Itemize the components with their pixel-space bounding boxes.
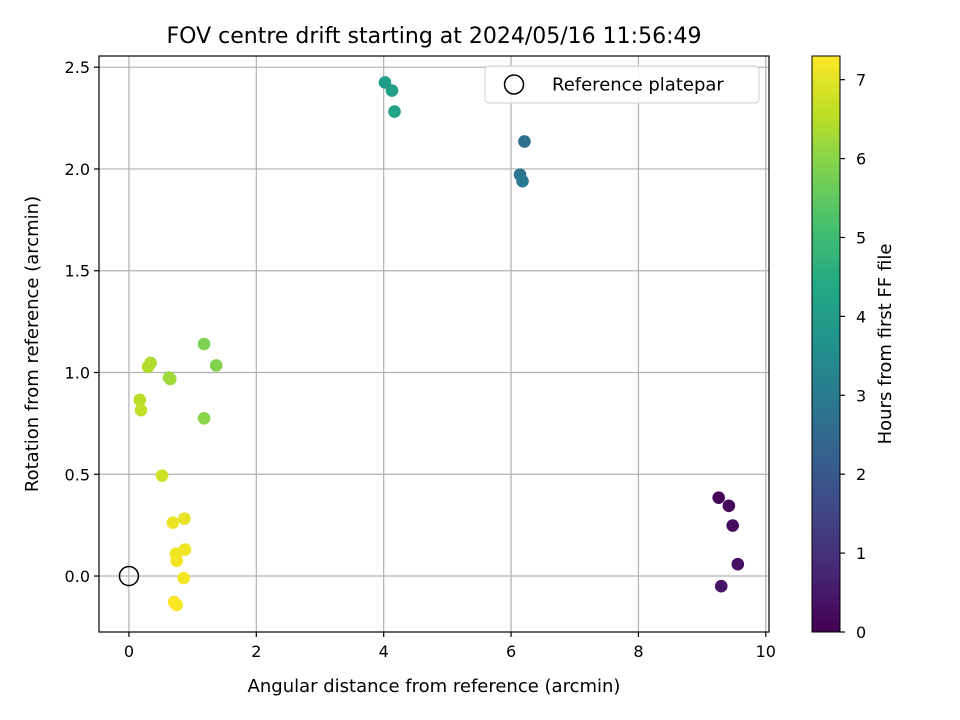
y-tick-label: 0.0: [65, 567, 90, 586]
x-tick-label: 0: [124, 642, 134, 661]
data-point: [731, 557, 745, 571]
legend: Reference platepar: [484, 65, 760, 104]
grid: [99, 56, 769, 632]
data-point: [170, 554, 183, 568]
data-point: [726, 519, 739, 532]
data-point: [197, 337, 211, 351]
colorbar-tick-label: 5: [856, 228, 866, 247]
x-axis-label: Angular distance from reference (arcmin): [248, 676, 621, 697]
data-point: [141, 360, 155, 374]
y-tick-label: 2.0: [65, 160, 90, 179]
y-tick-label: 0.5: [65, 465, 90, 484]
axis-ticks: 0 2 4 6 8 10 0.0 0.5 1.0 1.5 2.0 2.5: [65, 58, 776, 661]
legend-marker-icon: [503, 74, 525, 95]
data-point: [197, 411, 211, 425]
data-point: [712, 491, 725, 504]
data-point: [170, 598, 183, 612]
data-point: [133, 393, 147, 407]
y-tick-label: 2.5: [65, 58, 90, 77]
colorbar-tick-label: 2: [856, 465, 866, 484]
y-tick-label: 1.0: [65, 363, 90, 382]
data-point: [177, 571, 191, 585]
data-point: [209, 359, 223, 372]
x-tick-label: 6: [506, 642, 516, 661]
x-tick-label: 2: [251, 642, 261, 661]
x-tick-label: 8: [633, 642, 643, 661]
colorbar-ticks: 0 1 2 3 4 5 6 7: [840, 71, 866, 642]
colorbar: 0 1 2 3 4 5 6 7 Hours from first FF file: [811, 55, 896, 642]
data-point: [178, 512, 191, 525]
colorbar-tick-label: 0: [856, 623, 866, 642]
data-point: [722, 499, 736, 513]
colorbar-tick-label: 7: [856, 71, 866, 90]
data-points: [118, 76, 745, 612]
colorbar-tick-label: 1: [856, 544, 866, 563]
reference-platepar-marker: [118, 565, 140, 587]
x-tick-label: 10: [756, 642, 776, 661]
colorbar-tick-label: 4: [856, 307, 866, 326]
legend-box: [484, 65, 760, 104]
legend-label: Reference platepar: [552, 75, 724, 96]
chart-title: FOV centre drift starting at 2024/05/16 …: [167, 24, 702, 49]
data-point: [134, 403, 148, 417]
colorbar-tick-label: 3: [856, 386, 866, 405]
data-point: [516, 174, 529, 188]
data-point: [385, 84, 399, 97]
data-point: [155, 469, 169, 482]
data-point: [378, 76, 392, 89]
colorbar-tick-label: 6: [856, 150, 866, 169]
colorbar-gradient: [811, 55, 841, 633]
data-point: [714, 579, 728, 593]
data-point: [166, 516, 180, 530]
y-axis-label: Rotation from reference (arcmin): [22, 196, 43, 492]
data-point: [518, 135, 531, 148]
plot-frame: [98, 55, 770, 633]
y-tick-label: 1.5: [65, 262, 90, 281]
data-point: [164, 372, 177, 386]
x-tick-label: 4: [379, 642, 389, 661]
colorbar-label: Hours from first FF file: [875, 244, 896, 445]
data-point: [388, 105, 401, 118]
